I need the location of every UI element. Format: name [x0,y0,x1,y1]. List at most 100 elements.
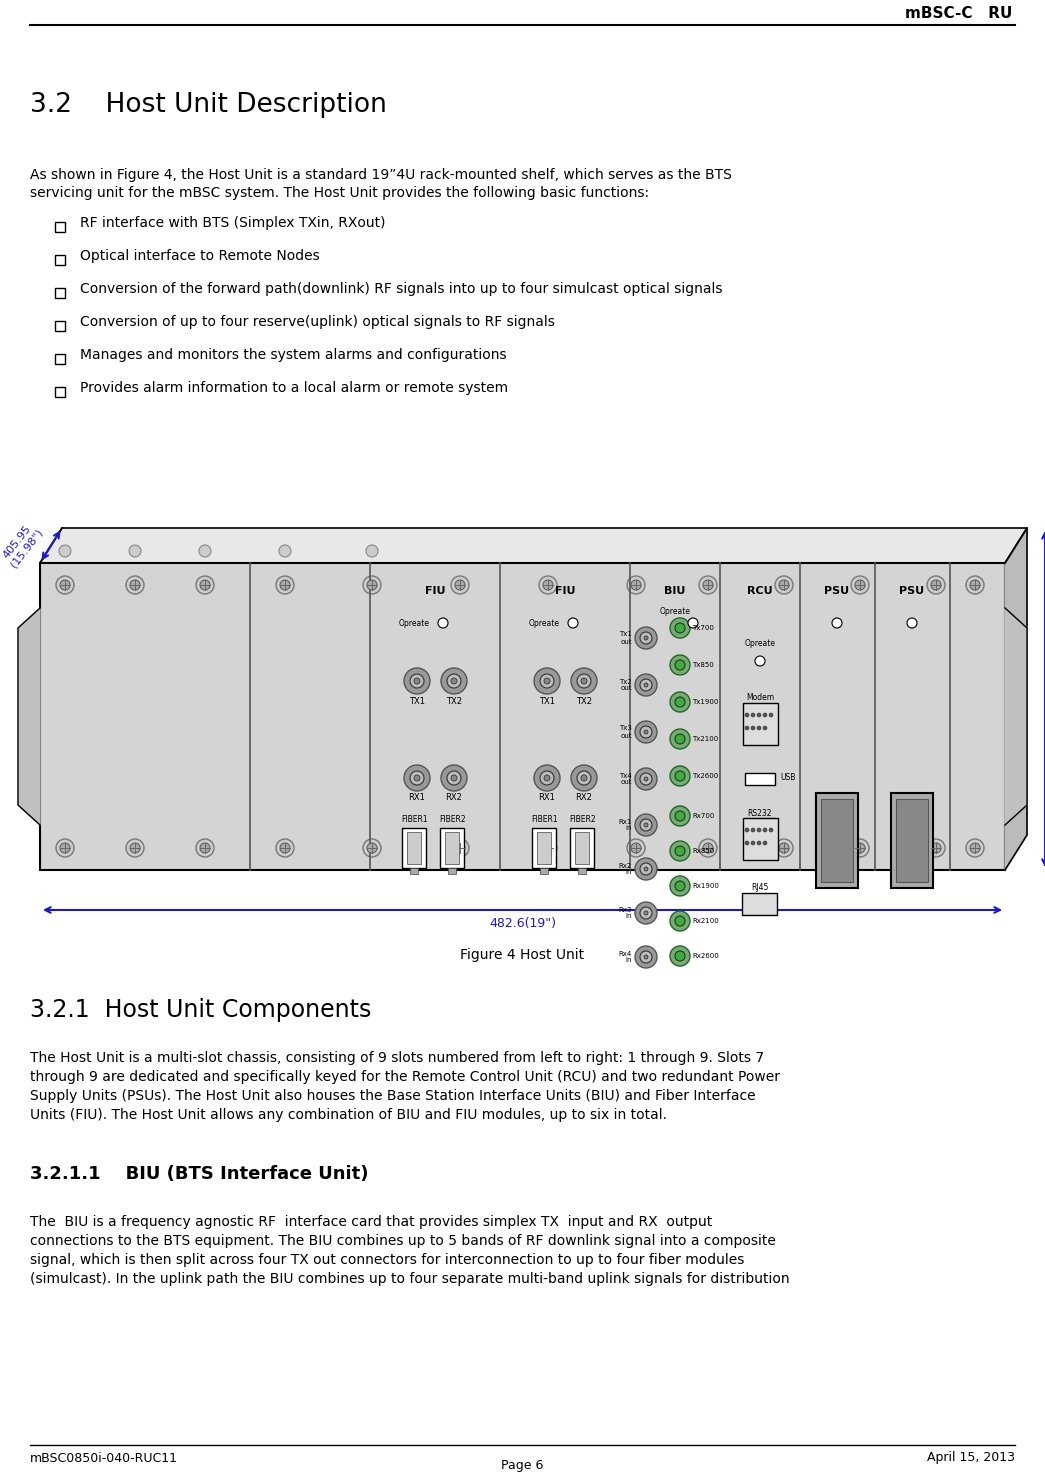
Circle shape [851,839,869,857]
Circle shape [644,777,648,782]
Circle shape [544,679,550,684]
Circle shape [851,576,869,595]
Circle shape [279,545,291,556]
Circle shape [775,576,793,595]
Circle shape [363,839,381,857]
Text: FIU: FIU [555,586,575,596]
Text: Tx2100: Tx2100 [692,736,718,742]
Polygon shape [40,528,1027,562]
Circle shape [745,841,749,845]
Text: Modem: Modem [746,693,774,702]
Circle shape [644,683,648,687]
Circle shape [543,843,553,852]
Text: Figure 4 Host Unit: Figure 4 Host Unit [460,948,584,963]
Bar [742,894,777,916]
Bar [55,255,65,265]
Bar [407,832,421,864]
Circle shape [410,674,424,687]
Text: Conversion of up to four reserve(uplink) optical signals to RF signals: Conversion of up to four reserve(uplink)… [80,315,555,330]
Circle shape [451,839,469,857]
Circle shape [670,841,690,861]
Circle shape [927,839,945,857]
Text: The  BIU is a frequency agnostic RF  interface card that provides simplex TX  in: The BIU is a frequency agnostic RF inter… [30,1214,713,1229]
Text: As shown in Figure 4, the Host Unit is a standard 19”4U rack-mounted shelf, whic: As shown in Figure 4, the Host Unit is a… [30,168,731,183]
Circle shape [635,858,657,880]
Circle shape [577,771,591,785]
Text: PSU: PSU [825,586,850,596]
Circle shape [769,712,773,717]
Circle shape [751,841,754,845]
Circle shape [130,843,140,852]
Text: TX2: TX2 [576,696,593,705]
Text: April 15, 2013: April 15, 2013 [927,1451,1015,1465]
Text: mBSC-C   RU: mBSC-C RU [905,6,1012,21]
Circle shape [635,902,657,924]
Circle shape [644,636,648,640]
Bar [40,562,1005,870]
Bar [532,827,556,868]
Text: Provides alarm information to a local alarm or remote system: Provides alarm information to a local al… [80,381,508,394]
Circle shape [56,839,74,857]
Circle shape [276,576,294,595]
Circle shape [703,843,713,852]
Circle shape [635,814,657,836]
Circle shape [675,916,686,926]
Circle shape [540,674,554,687]
Circle shape [627,839,645,857]
Circle shape [670,876,690,896]
Circle shape [751,726,754,730]
Bar [745,773,775,785]
Text: RJ45: RJ45 [751,883,769,892]
Circle shape [363,576,381,595]
Text: Rx2
in: Rx2 in [619,863,632,876]
Bar [55,222,65,233]
Bar [891,793,933,888]
Circle shape [200,580,210,590]
Text: RX1: RX1 [409,793,425,802]
Circle shape [455,580,465,590]
Bar [402,827,426,868]
Circle shape [644,867,648,871]
Circle shape [855,843,865,852]
Text: RCU: RCU [747,586,773,596]
Circle shape [757,841,761,845]
Circle shape [670,655,690,676]
Text: Opreate: Opreate [659,606,691,615]
Circle shape [640,631,652,645]
Circle shape [200,843,210,852]
Circle shape [670,729,690,749]
Text: 405.95
(15.98"): 405.95 (15.98") [0,520,45,570]
Circle shape [367,580,377,590]
Circle shape [751,827,754,832]
Bar [448,868,456,874]
Bar [743,704,777,745]
Circle shape [126,839,144,857]
Circle shape [60,580,70,590]
Bar [540,868,548,874]
Circle shape [129,545,141,556]
Circle shape [455,843,465,852]
Bar [55,321,65,331]
Circle shape [640,818,652,832]
Text: FIBER2: FIBER2 [570,815,597,824]
Polygon shape [1005,528,1027,870]
Circle shape [640,726,652,737]
Circle shape [757,726,761,730]
Circle shape [404,668,429,693]
Text: servicing unit for the mBSC system. The Host Unit provides the following basic f: servicing unit for the mBSC system. The … [30,185,649,200]
Circle shape [635,721,657,743]
Circle shape [441,765,467,790]
Circle shape [763,712,767,717]
Text: Rx2600: Rx2600 [692,952,719,958]
Text: 3.2.1.1    BIU (BTS Interface Unit): 3.2.1.1 BIU (BTS Interface Unit) [30,1164,369,1183]
Circle shape [568,618,578,629]
Bar [743,818,777,860]
Text: Rx2100: Rx2100 [692,919,719,924]
Text: Tx850: Tx850 [692,662,714,668]
Text: Page 6: Page 6 [501,1460,543,1472]
Text: 482.6(19"): 482.6(19") [489,917,556,930]
Circle shape [675,951,686,961]
Circle shape [410,771,424,785]
Circle shape [745,712,749,717]
Circle shape [670,765,690,786]
